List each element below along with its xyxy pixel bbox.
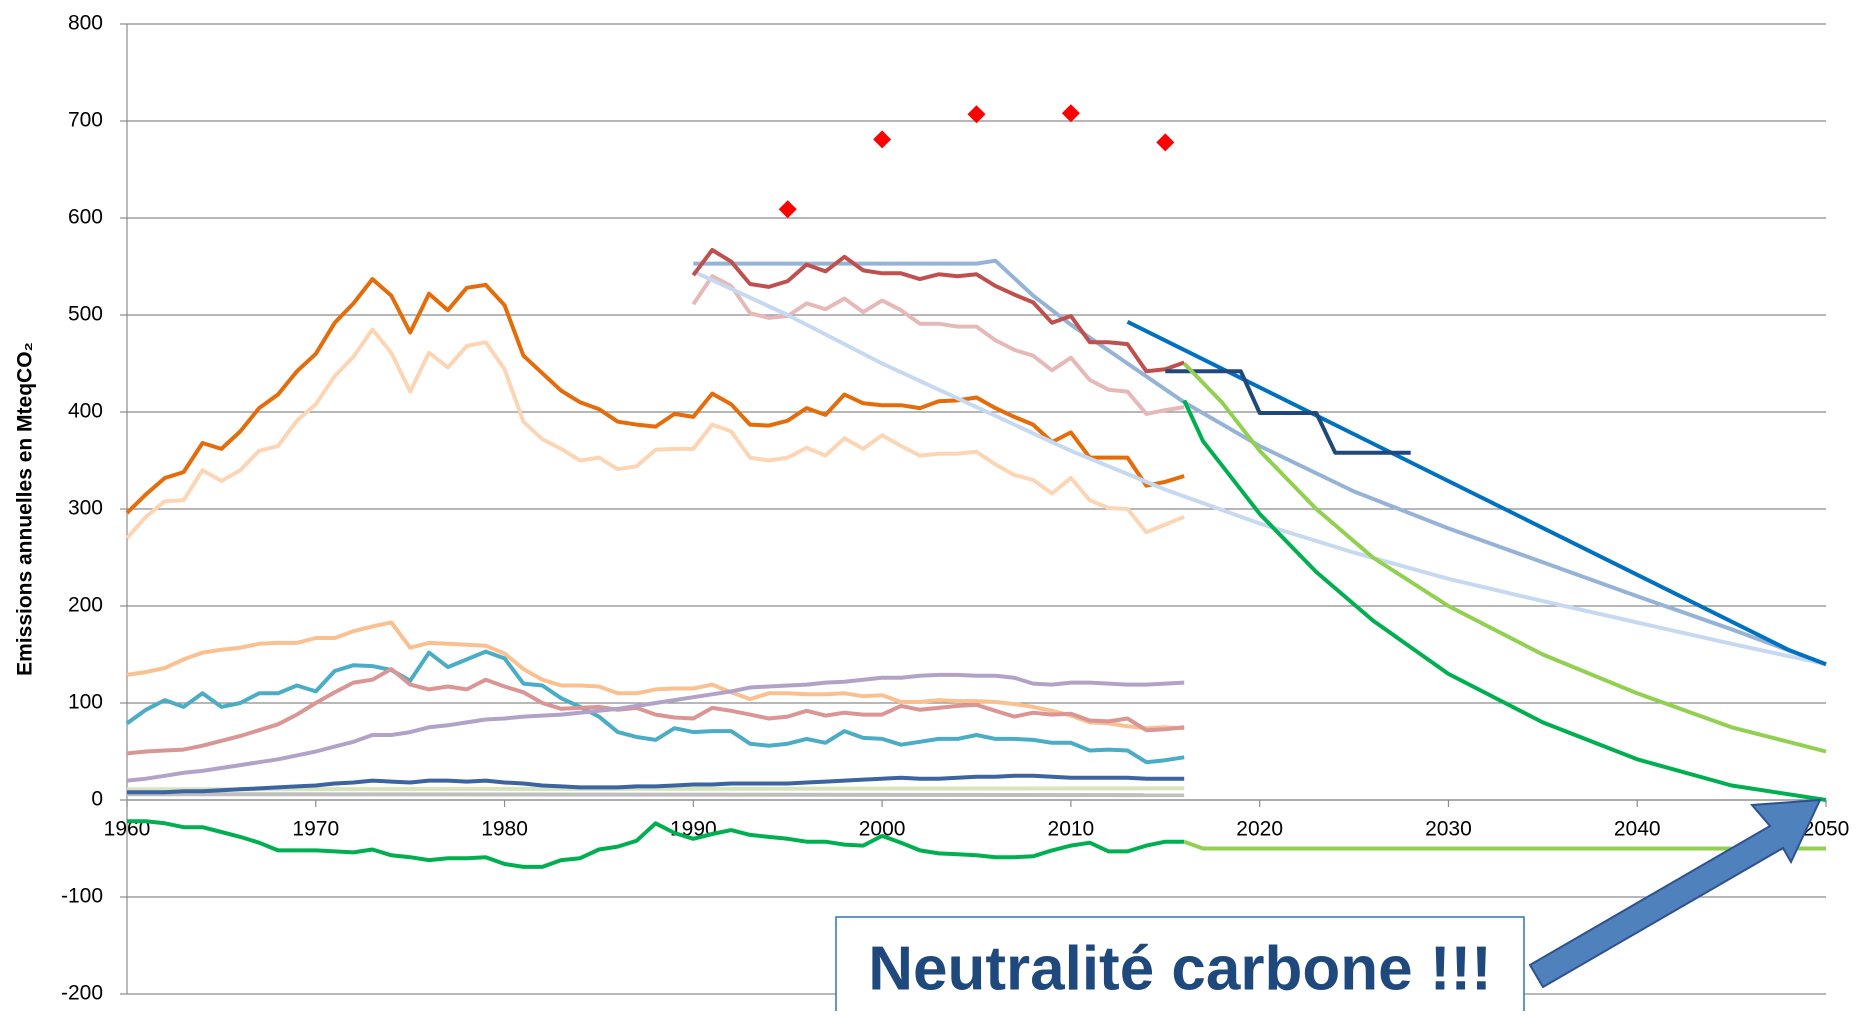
x-tick-label: 2030: [1425, 818, 1472, 841]
series-line: [126, 792, 1185, 798]
x-tick-label: 1970: [292, 818, 339, 841]
x-tick-label: 2020: [1236, 818, 1283, 841]
y-tick-label: 200: [68, 594, 103, 617]
series-line: [1165, 369, 1411, 455]
series-line: [126, 667, 1185, 756]
series-line: [126, 672, 1185, 783]
series-line: [1182, 399, 1827, 802]
y-tick-label: 500: [68, 303, 103, 326]
series-line: [692, 269, 1827, 667]
x-tick-label: 2010: [1048, 818, 1095, 841]
data-point: [873, 130, 892, 149]
plot-area: [125, 104, 1827, 869]
series-line: [693, 258, 1827, 667]
data-point: [1061, 104, 1080, 123]
y-tick-label: 400: [68, 400, 103, 423]
y-tick-label: 300: [68, 497, 103, 520]
x-tick-label: 1980: [481, 818, 528, 841]
data-point: [778, 200, 797, 219]
annotation: Neutralité carbone !!!: [868, 934, 1492, 1003]
y-axis-label: Emissions annuelles en MteqCO₂: [14, 342, 37, 676]
series-line: [127, 819, 1185, 869]
annotation-arrow: [1528, 798, 1822, 989]
series-line: [1126, 320, 1827, 667]
series-line: [691, 274, 1185, 416]
series-line: [126, 786, 1185, 792]
x-tick-label: 2050: [1803, 818, 1850, 841]
series-line: [1183, 839, 1826, 851]
series-line: [1182, 362, 1827, 754]
y-tick-label: 700: [68, 109, 103, 132]
y-tick-label: 100: [68, 691, 103, 714]
y-tick-label: 0: [91, 788, 103, 811]
series-line: [125, 327, 1185, 540]
annotation-box: [835, 916, 1525, 1016]
series-line: [125, 649, 1185, 765]
y-tick-label: 600: [68, 206, 103, 229]
data-point: [1156, 133, 1175, 152]
y-tick-label: -200: [61, 982, 103, 1005]
series-line: [691, 248, 1185, 374]
series-line: [125, 277, 1185, 515]
y-tick-label: -100: [61, 885, 103, 908]
x-tick-label: 2000: [859, 818, 906, 841]
x-tick-label: 2040: [1614, 818, 1661, 841]
series-line: [126, 620, 1185, 731]
series-line: [127, 773, 1185, 795]
y-tick-label: 800: [68, 12, 103, 35]
data-point: [967, 105, 986, 124]
